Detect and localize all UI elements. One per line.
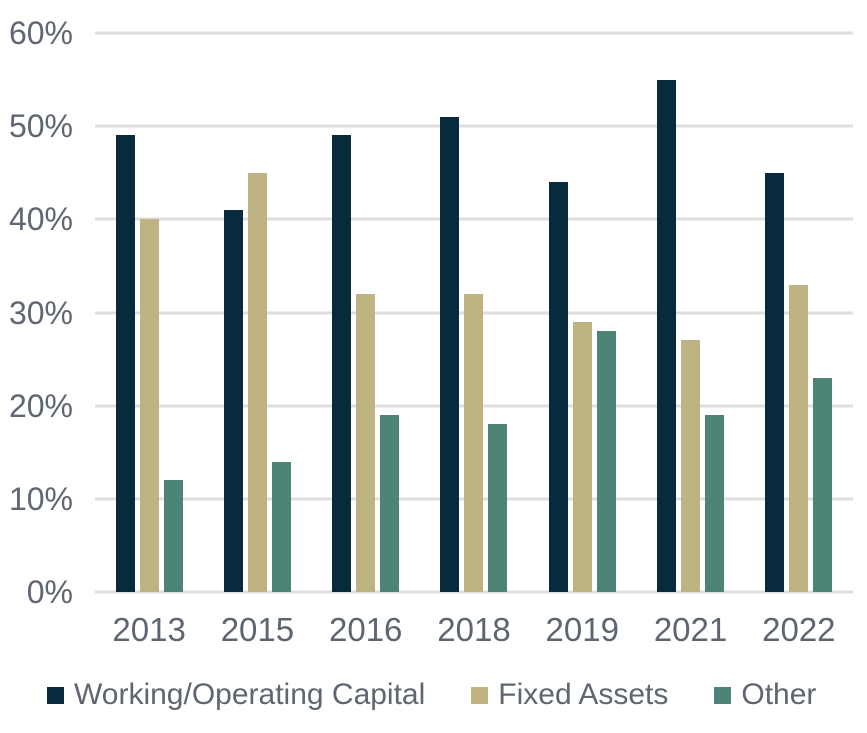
legend-item-fixed-assets: Fixed Assets: [471, 678, 668, 712]
bar-group-2018: [420, 33, 528, 592]
y-tick-label-60%: 60%: [8, 15, 73, 51]
bar-group-2016: [312, 33, 420, 592]
x-axis-labels: 2013 2015 2016 2018 2019 2021 2022: [95, 608, 853, 652]
bar-2022-other: [813, 377, 833, 592]
bar-groups: [95, 33, 853, 592]
gridline-40%: [95, 217, 853, 221]
y-tick-label-0%: 0%: [26, 574, 73, 610]
legend-item-other: Other: [714, 678, 816, 712]
bar-2021-other: [705, 414, 725, 592]
bar-2016-working-operating-capital: [332, 135, 352, 592]
bar-2019-working-operating-capital: [548, 182, 568, 592]
bar-2013-other: [163, 480, 183, 592]
gridline-50%: [95, 124, 853, 128]
bar-2021-fixed-assets: [681, 340, 701, 592]
bar-2013-fixed-assets: [139, 219, 159, 592]
legend: Working/Operating Capital Fixed Assets O…: [47, 678, 816, 712]
bar-2016-fixed-assets: [356, 293, 376, 592]
legend-swatch-fixed-assets: [471, 686, 489, 704]
gridline-0%: [95, 590, 853, 594]
legend-label-other: Other: [741, 678, 817, 711]
bar-2022-fixed-assets: [789, 284, 809, 592]
x-tick-label-2018: 2018: [437, 611, 511, 648]
legend-label-working-operating-capital: Working/Operating Capital: [74, 678, 426, 711]
y-tick-label-50%: 50%: [8, 108, 73, 145]
legend-swatch-other: [714, 686, 732, 704]
bar-group-2019: [528, 33, 636, 592]
y-tick-label-40%: 40%: [8, 201, 73, 238]
bar-2022-working-operating-capital: [765, 172, 785, 592]
x-tick-label-2021: 2021: [653, 611, 728, 648]
y-tick-label-20%: 20%: [8, 387, 73, 424]
y-tick-label-10%: 10%: [8, 480, 73, 517]
bar-2019-fixed-assets: [572, 321, 592, 592]
bar-2015-other: [271, 461, 291, 592]
y-tick-label-30%: 30%: [8, 294, 73, 331]
bar-2018-working-operating-capital: [440, 116, 460, 592]
bar-2019-other: [596, 331, 616, 592]
bar-2018-other: [488, 424, 508, 592]
bar-2021-working-operating-capital: [657, 79, 677, 592]
x-tick-label-2016: 2016: [328, 611, 403, 648]
legend-label-fixed-assets: Fixed Assets: [498, 678, 669, 711]
bar-group-2015: [203, 33, 311, 592]
bar-2013-working-operating-capital: [115, 135, 135, 592]
bar-2016-other: [380, 414, 400, 592]
bar-2015-working-operating-capital: [223, 210, 243, 592]
bar-group-2021: [636, 33, 744, 592]
legend-swatch-working-operating-capital: [47, 686, 64, 704]
x-tick-label-2019: 2019: [545, 611, 619, 648]
plot-area: 0% 10% 20% 30% 40% 50% 60%: [9, 17, 853, 608]
x-tick-label-2015: 2015: [220, 611, 295, 648]
bar-group-2022: [745, 33, 853, 592]
bar-2018-fixed-assets: [464, 293, 484, 592]
x-tick-label-2013: 2013: [112, 611, 186, 648]
legend-item-working-operating-capital: Working/Operating Capital: [47, 678, 425, 712]
bar-2015-fixed-assets: [247, 172, 267, 592]
bar-group-2013: [95, 33, 203, 592]
x-tick-label-2022: 2022: [762, 611, 836, 648]
gridline-60%: [95, 31, 853, 35]
